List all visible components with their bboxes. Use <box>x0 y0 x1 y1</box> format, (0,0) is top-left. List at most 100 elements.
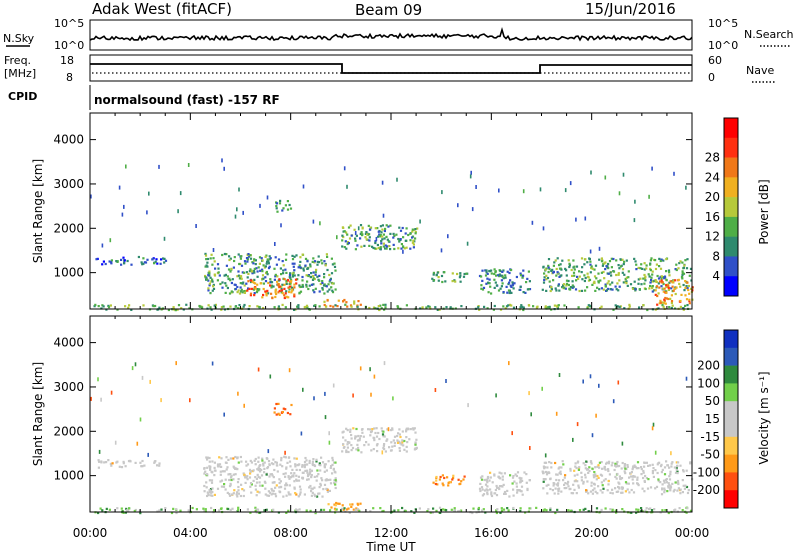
power-cell <box>637 282 640 285</box>
vel-cell <box>211 494 214 497</box>
power-cell <box>285 271 288 274</box>
vel-cell <box>97 459 100 462</box>
vel-cell <box>593 487 596 490</box>
power-cell <box>239 275 242 278</box>
vel-outlier <box>98 449 101 454</box>
vel-cell <box>303 466 306 469</box>
vel-cell <box>256 508 260 511</box>
power-cell <box>269 284 272 287</box>
vel-cell <box>642 471 645 474</box>
vel-cell <box>306 463 309 466</box>
power-cell <box>289 276 292 279</box>
power-cell <box>240 264 244 267</box>
power-cell <box>275 207 278 210</box>
power-cell <box>485 269 488 272</box>
power-cell <box>142 257 145 260</box>
vel-cell <box>630 471 633 474</box>
power-cell <box>211 280 214 283</box>
power-cell <box>225 264 228 267</box>
vel-outlier <box>114 440 117 445</box>
vel-cell <box>295 457 298 460</box>
power-cell <box>110 261 113 264</box>
vel-outlier <box>529 446 531 450</box>
vel-cell <box>572 483 575 486</box>
power-colorbar-swatch <box>724 177 738 198</box>
power-cell <box>220 306 223 309</box>
nave-label: Nave <box>746 64 774 77</box>
power-cell <box>594 289 597 292</box>
vel-cell <box>666 464 669 467</box>
vel-cell <box>667 486 670 489</box>
power-cell <box>453 279 456 282</box>
vel-cell <box>232 457 235 460</box>
vel-cell <box>258 484 262 487</box>
power-cell <box>506 270 509 273</box>
power-cell <box>498 273 501 276</box>
power-colorbar-label: Power [dB] <box>757 179 771 244</box>
vel-cell <box>499 511 502 514</box>
vel-cell <box>128 459 131 462</box>
power-cell <box>238 262 241 266</box>
power-cell <box>249 257 253 260</box>
vel-cell <box>344 439 347 442</box>
velocity-colorbar-tick: 15 <box>705 412 720 426</box>
vel-cell <box>274 495 278 498</box>
power-cell <box>312 257 315 260</box>
power-cell <box>485 271 488 274</box>
velocity-colorbar-tick: -200 <box>693 483 720 497</box>
vel-cell <box>400 443 403 446</box>
vel-cell <box>369 434 372 437</box>
power-cell <box>244 289 247 293</box>
vel-cell <box>234 473 237 476</box>
power-cell <box>501 270 504 273</box>
power-cell <box>684 280 687 283</box>
power-cell <box>264 276 267 279</box>
power-cell <box>586 261 589 264</box>
power-cell <box>154 260 157 263</box>
vel-cell <box>319 482 322 485</box>
vel-cell <box>486 493 489 496</box>
vel-cell <box>335 480 338 483</box>
vel-cell <box>254 509 257 512</box>
power-cell <box>573 265 576 268</box>
power-cell <box>642 277 645 280</box>
power-cell <box>152 305 155 308</box>
vel-cell <box>309 468 312 471</box>
vel-cell <box>516 491 519 494</box>
power-cell <box>266 273 269 276</box>
power-cell <box>264 255 267 258</box>
power-cell <box>243 284 246 287</box>
power-cell <box>549 289 552 293</box>
power-cell <box>185 303 188 306</box>
power-cell <box>610 266 613 269</box>
power-cell <box>638 306 641 309</box>
vel-cell <box>584 473 587 476</box>
power-cell <box>206 278 209 281</box>
power-outlier <box>195 224 197 228</box>
power-cell <box>522 269 525 272</box>
vel-cell <box>334 483 337 486</box>
power-cell <box>321 262 324 265</box>
vel-cell <box>683 487 686 490</box>
power-cell <box>238 277 241 280</box>
vel-outlier <box>370 392 372 397</box>
vel-cell <box>236 457 239 460</box>
vel-cell <box>308 461 311 464</box>
power-cell <box>612 270 616 273</box>
vel-cell <box>599 489 602 492</box>
vel-cell <box>333 482 336 485</box>
power-cell <box>502 277 505 280</box>
power-cell <box>116 308 119 311</box>
power-cell <box>499 274 503 277</box>
power-cell <box>574 288 578 291</box>
power-cell <box>584 289 587 292</box>
power-cell <box>331 289 334 292</box>
power-cell <box>201 306 204 309</box>
power-cell <box>650 257 653 260</box>
power-cell <box>209 276 212 279</box>
power-cell <box>663 287 666 290</box>
vel-cell <box>451 478 454 481</box>
power-cell <box>343 230 346 233</box>
vel-cell <box>306 474 310 478</box>
vel-cell <box>255 508 258 511</box>
